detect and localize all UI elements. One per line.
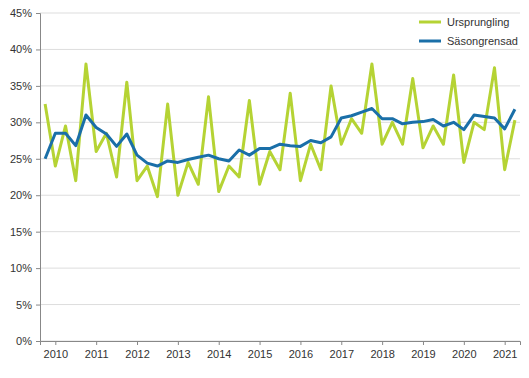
y-tick-label: 30% xyxy=(10,116,32,128)
y-tick-mark xyxy=(36,195,40,196)
x-tick: 2010 xyxy=(44,341,68,360)
x-tick: 2016 xyxy=(289,341,313,360)
y-tick-label: 15% xyxy=(10,226,32,238)
y-tick-label: 10% xyxy=(10,262,32,274)
x-tick-label: 2017 xyxy=(330,348,354,360)
x-tick-mark xyxy=(423,341,424,345)
x-tick: 2013 xyxy=(166,341,190,360)
y-tick-label: 45% xyxy=(10,7,32,19)
grid-line xyxy=(40,231,520,232)
x-tick-label: 2021 xyxy=(493,348,517,360)
x-tick: 2021 xyxy=(493,341,517,360)
y-tick-mark xyxy=(36,305,40,306)
x-tick-label: 2018 xyxy=(370,348,394,360)
y-tick: 45% xyxy=(10,7,40,19)
x-tick: 2015 xyxy=(248,341,272,360)
y-tick-mark xyxy=(36,341,40,342)
y-tick: 10% xyxy=(10,262,40,274)
y-tick: 20% xyxy=(10,189,40,201)
x-tick-label: 2014 xyxy=(207,348,231,360)
x-tick-label: 2019 xyxy=(411,348,435,360)
legend-swatch xyxy=(419,21,441,24)
x-tick-mark xyxy=(341,341,342,345)
x-tick-mark xyxy=(137,341,138,345)
x-tick-label: 2020 xyxy=(452,348,476,360)
x-axis: 2010 2011 2012 2013 2014 2015 2016 2017 2018 2019… xyxy=(41,341,521,360)
x-tick-mark xyxy=(300,341,301,345)
y-tick: 15% xyxy=(10,226,40,238)
y-tick-mark xyxy=(36,232,40,233)
grid-line xyxy=(40,13,520,14)
legend-swatch xyxy=(419,40,441,43)
x-tick-label: 2010 xyxy=(44,348,68,360)
x-tick: 2020 xyxy=(452,341,476,360)
x-tick-mark xyxy=(505,341,506,345)
grid-line xyxy=(40,85,520,86)
x-tick: 2014 xyxy=(207,341,231,360)
x-tick-mark xyxy=(219,341,220,345)
plot-area xyxy=(45,64,515,197)
series-line xyxy=(45,108,515,166)
y-tick-label: 25% xyxy=(10,153,32,165)
x-axis-line xyxy=(41,342,521,346)
x-tick-label: 2013 xyxy=(166,348,190,360)
series-line xyxy=(45,64,515,197)
y-tick-mark xyxy=(36,159,40,160)
x-tick-label: 2012 xyxy=(125,348,149,360)
x-tick: 2019 xyxy=(411,341,435,360)
y-tick: 30% xyxy=(10,116,40,128)
y-tick-mark xyxy=(36,268,40,269)
legend-label: Säsongrensad xyxy=(447,35,518,47)
x-tick: 2017 xyxy=(330,341,354,360)
y-tick-mark xyxy=(36,86,40,87)
y-tick-label: 20% xyxy=(10,189,32,201)
x-tick-mark xyxy=(464,341,465,345)
x-tick-mark xyxy=(178,341,179,345)
y-tick-mark xyxy=(36,122,40,123)
x-tick-label: 2016 xyxy=(289,348,313,360)
x-tick: 2012 xyxy=(125,341,149,360)
grid-line xyxy=(40,49,520,50)
x-tick-mark xyxy=(382,341,383,345)
x-tick: 2011 xyxy=(85,341,109,360)
grid xyxy=(40,13,520,341)
y-tick-label: 35% xyxy=(10,80,32,92)
x-tick-label: 2015 xyxy=(248,348,272,360)
x-tick-mark xyxy=(260,341,261,345)
y-tick: 40% xyxy=(10,43,40,55)
x-tick-mark xyxy=(96,341,97,345)
chart: 0% 5% 10% 15% 20% 25% 30% 35% 40% 45% 2010 2011 2012… xyxy=(0,0,529,378)
y-tick-mark xyxy=(36,49,40,50)
y-axis: 0% 5% 10% 15% 20% 25% 30% 35% 40% 45% xyxy=(10,7,41,347)
y-tick-label: 5% xyxy=(16,299,32,311)
y-axis-line xyxy=(36,14,41,342)
x-tick: 2018 xyxy=(370,341,394,360)
grid-line xyxy=(40,268,520,269)
y-tick: 5% xyxy=(16,299,40,311)
grid-line xyxy=(40,304,520,305)
x-tick-label: 2011 xyxy=(85,348,109,360)
y-tick: 0% xyxy=(16,335,40,347)
legend-label: Ursprungling xyxy=(447,16,509,28)
grid-line xyxy=(40,195,520,196)
y-tick: 25% xyxy=(10,153,40,165)
y-tick-mark xyxy=(36,13,40,14)
y-tick-label: 40% xyxy=(10,43,32,55)
y-tick-label: 0% xyxy=(16,335,32,347)
y-tick: 35% xyxy=(10,80,40,92)
legend: Ursprungling Säsongrensad xyxy=(419,16,518,47)
x-tick-mark xyxy=(55,341,56,345)
